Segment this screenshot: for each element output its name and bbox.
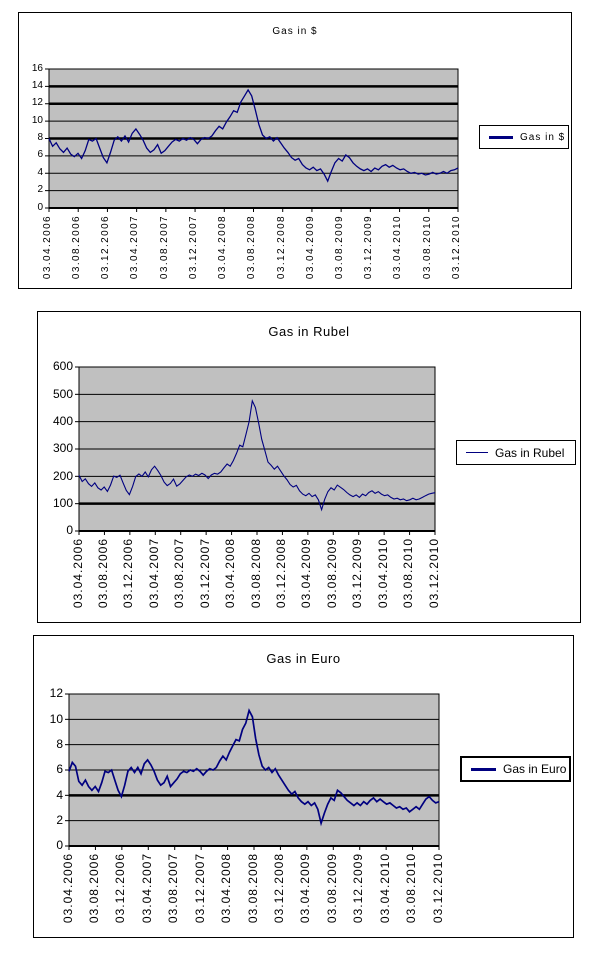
y-axis-tick-label: 200 (52, 468, 73, 483)
x-axis-tick-label: 03.08.2006 (71, 215, 82, 280)
x-axis-tick-label: 03.12.2007 (197, 538, 212, 609)
plot-area (65, 693, 440, 850)
x-axis-tick-label: 03.08.2006 (86, 853, 101, 924)
dollar-chart: Gas in $ Gas in $ 16 14 12 10 8 6 4 2 0 03.04.200… (18, 12, 572, 289)
x-axis-tick-label: 03.04.2006 (60, 853, 75, 924)
x-axis-tick-label: 03.04.2010 (375, 538, 390, 609)
x-axis-tick-label: 03.12.2006 (113, 853, 128, 924)
x-axis-tick-label: 03.08.2007 (166, 853, 181, 924)
x-axis-tick-label: 03.12.2006 (121, 538, 136, 609)
x-axis-tick-label: 03.08.2007 (158, 215, 170, 280)
x-axis-tick-label: 03.04.2007 (139, 853, 154, 924)
x-axis-tick-label: 03.04.2006 (41, 215, 53, 280)
y-axis-tick-label: 8 (56, 737, 63, 752)
legend-label: Gas in $ (520, 131, 566, 143)
series-line (68, 708, 440, 827)
legend-label: Gas in Rubel (495, 445, 565, 460)
legend-label: Gas in Euro (503, 762, 567, 776)
chart-title: Gas in Euro (266, 651, 341, 666)
x-axis-tick-label: 03.04.2006 (70, 538, 85, 609)
x-axis-tick-label: 03.04.2007 (129, 215, 141, 280)
y-axis-tick-label: 0 (66, 523, 73, 538)
x-axis-tick-label: 03.08.2009 (333, 215, 345, 280)
x-axis-tick-label: 03.12.2010 (426, 538, 441, 609)
rubel-chart: Gas in Rubel Gas in Rubel 600 500 400 300 20… (37, 311, 581, 623)
x-axis-tick-label: 03.12.2007 (187, 215, 199, 280)
y-axis-tick-label: 600 (52, 359, 73, 374)
y-axis-tick-label: 4 (37, 166, 43, 178)
euro-chart: Gas in Euro Gas in Euro 12 10 8 6 4 2 0 03.04.2… (33, 635, 574, 938)
x-axis-tick-label: 03.12.2008 (271, 853, 286, 924)
legend-line-sample (471, 767, 496, 771)
x-axis-tick-label: 03.04.2009 (298, 853, 313, 924)
x-axis-tick-label: 03.04.2010 (392, 215, 404, 280)
x-axis-tick-label: 03.04.2009 (304, 215, 316, 280)
x-axis-tick-label: 03.04.2008 (219, 853, 234, 924)
x-axis-tick-label: 03.12.2009 (363, 215, 375, 280)
x-axis-tick-label: 03.12.2009 (351, 853, 366, 924)
y-axis-tick-label: 0 (37, 201, 43, 213)
y-axis-tick-label: 400 (52, 414, 73, 429)
series-line (78, 399, 436, 512)
x-axis-tick-label: 03.08.2008 (245, 853, 260, 924)
y-axis-tick-label: 100 (52, 496, 73, 511)
x-axis-tick-label: 03.08.2008 (248, 538, 263, 609)
x-axis-tick-label: 03.04.2010 (377, 853, 392, 924)
y-axis-tick-label: 6 (37, 149, 43, 161)
plot-area (45, 68, 459, 212)
y-axis-tick-label: 300 (52, 441, 73, 456)
x-axis-tick-label: 03.12.2008 (273, 538, 288, 609)
y-axis-tick-label: 8 (37, 132, 43, 143)
y-axis-tick-label: 4 (56, 787, 63, 802)
y-axis-tick-label: 14 (31, 79, 43, 91)
chart-title: Gas in Rubel (268, 324, 350, 339)
x-axis-tick-label: 03.08.2010 (421, 215, 433, 280)
legend-line-sample (489, 135, 513, 139)
x-axis-tick-label: 03.12.2010 (430, 853, 445, 924)
y-axis-tick-label: 6 (56, 762, 63, 777)
x-axis-tick-label: 03.04.2008 (223, 538, 238, 609)
y-axis-tick-label: 10 (49, 711, 63, 726)
x-axis-tick-label: 03.08.2009 (324, 538, 339, 609)
x-axis-tick-label: 03.12.2009 (350, 538, 365, 609)
y-axis-tick-label: 500 (52, 386, 73, 401)
x-axis-tick-label: 03.12.2010 (450, 215, 462, 280)
y-axis-tick-label: 2 (37, 184, 43, 196)
y-axis-tick-label: 12 (31, 97, 43, 109)
y-axis-tick-label: 2 (56, 813, 63, 828)
series-line (48, 88, 459, 183)
y-axis-tick-label: 10 (31, 114, 43, 126)
x-axis-tick-label: 03.08.2008 (246, 215, 258, 280)
x-axis-tick-label: 03.12.2007 (192, 853, 207, 924)
x-axis-tick-label: 03.12.2006 (100, 215, 112, 280)
x-axis-tick-label: 03.04.2009 (299, 538, 314, 609)
legend: Gas in Euro (460, 756, 571, 782)
x-axis-tick-label: 03.12.2008 (275, 215, 287, 280)
x-axis-tick-label: 03.04.2008 (217, 215, 229, 280)
y-axis-tick-label: 12 (49, 686, 63, 701)
plot-area (75, 366, 436, 535)
legend: Gas in $ (479, 125, 569, 149)
x-axis-tick-label: 03.08.2010 (401, 538, 416, 609)
y-axis-tick-label: 16 (31, 62, 43, 74)
chart-title: Gas in $ (272, 26, 318, 37)
x-axis-tick-label: 03.08.2007 (172, 538, 187, 609)
x-axis-tick-label: 03.04.2007 (146, 538, 161, 609)
x-axis-tick-label: 03.08.2009 (324, 853, 339, 924)
legend: Gas in Rubel (456, 440, 576, 465)
x-axis-tick-label: 03.08.2006 (95, 538, 110, 609)
legend-line-sample (466, 452, 488, 453)
x-axis-tick-label: 03.08.2010 (404, 853, 419, 924)
y-axis-tick-label: 0 (56, 838, 63, 853)
